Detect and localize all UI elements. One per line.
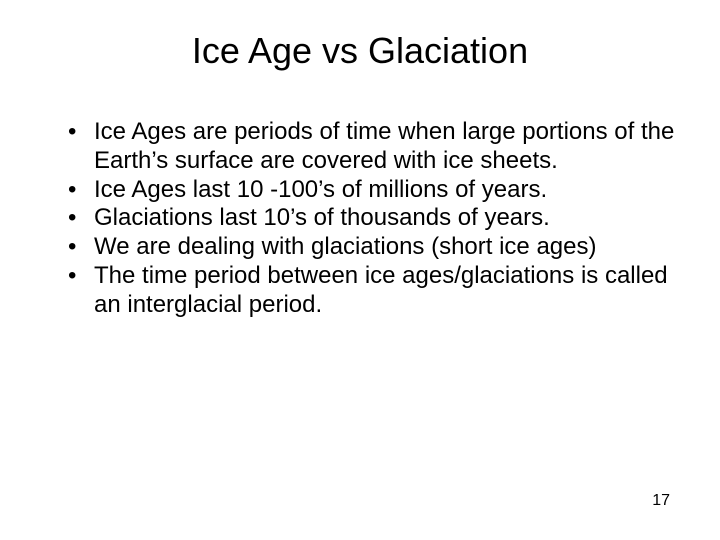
list-item: Ice Ages last 10 -100’s of millions of y… [68, 176, 680, 205]
page-number: 17 [652, 492, 670, 510]
list-item: We are dealing with glaciations (short i… [68, 233, 680, 262]
slide-title: Ice Age vs Glaciation [40, 30, 680, 72]
list-item: The time period between ice ages/glaciat… [68, 262, 680, 320]
list-item: Ice Ages are periods of time when large … [68, 118, 680, 176]
bullet-list: Ice Ages are periods of time when large … [40, 118, 680, 320]
list-item: Glaciations last 10’s of thousands of ye… [68, 204, 680, 233]
slide: Ice Age vs Glaciation Ice Ages are perio… [0, 0, 720, 540]
